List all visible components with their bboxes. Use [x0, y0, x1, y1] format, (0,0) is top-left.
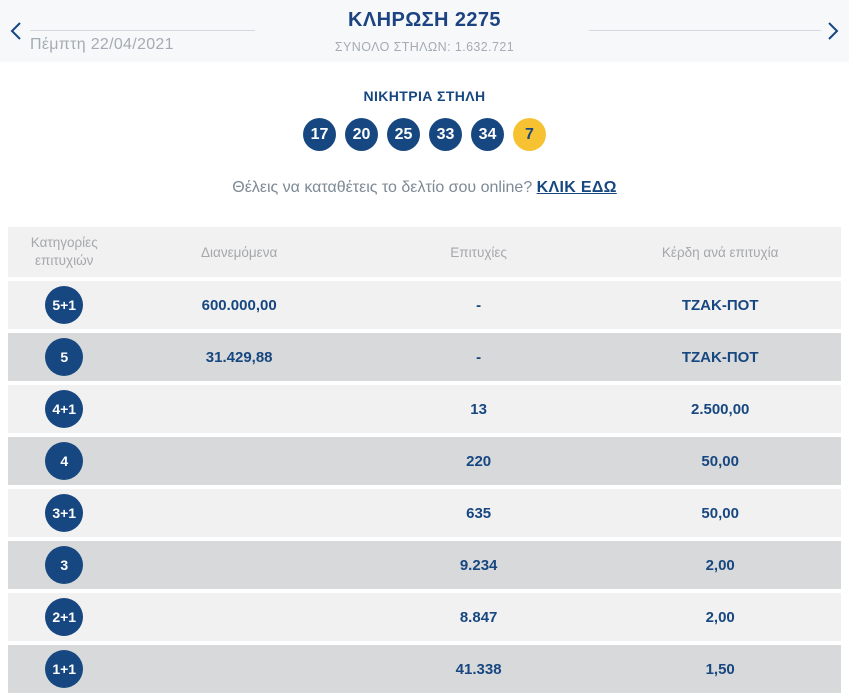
header-cell-prize: Κέρδη ανά επιτυχία	[661, 244, 779, 260]
winners-cell: -	[476, 348, 482, 366]
winners-cell: 220	[466, 452, 492, 470]
online-prompt: Θέλεις να καταθέτεις το δελτίο σου onlin…	[0, 179, 849, 197]
distributed-cell: 31.429,88	[205, 348, 273, 366]
category-badge: 2+1	[45, 598, 84, 636]
draw-total-columns: ΣΥΝΟΛΟ ΣΤΗΛΩΝ: 1.632.721	[334, 40, 515, 54]
category-badge: 5+1	[45, 286, 84, 324]
prize-cell: ΤΖΑΚ-ΠΟΤ	[681, 296, 759, 314]
header-cell-distributed: Διανεμόμενα	[201, 244, 278, 260]
winners-cell: 41.338	[455, 660, 502, 678]
distributed-cell: 600.000,00	[201, 296, 277, 314]
table-row: 5 31.429,88 - ΤΖΑΚ-ΠΟΤ	[8, 333, 841, 381]
table-row: 5+1 600.000,00 - ΤΖΑΚ-ΠΟΤ	[8, 281, 841, 329]
winning-column-heading: ΝΙΚΗΤΡΙΑ ΣΤΗΛΗ	[363, 88, 486, 104]
chevron-left-icon	[10, 21, 22, 44]
prize-cell: ΤΖΑΚ-ΠΟΤ	[681, 348, 759, 366]
number-ball: 17	[303, 118, 336, 151]
prize-cell: 50,00	[701, 504, 739, 522]
winners-cell: 8.847	[459, 608, 498, 626]
prize-cell: 50,00	[701, 452, 739, 470]
prize-cell: 2.500,00	[690, 400, 750, 418]
draw-title: ΚΛΗΡΩΣΗ 2275	[348, 9, 501, 31]
header-cell-winners: Επιτυχίες	[450, 244, 507, 260]
joker-ball: 7	[513, 118, 546, 151]
results-table-header: Κατηγορίες επιτυχιών Διανεμόμενα Επιτυχί…	[8, 227, 841, 277]
winning-numbers: 17 20 25 33 34 7	[0, 118, 849, 151]
winners-cell: 13	[470, 400, 487, 418]
table-row: 1+1 41.338 1,50	[8, 645, 841, 693]
number-ball: 33	[429, 118, 462, 151]
prize-cell: 1,50	[705, 660, 735, 678]
click-here-link[interactable]: ΚΛΙΚ ΕΔΩ	[536, 179, 617, 196]
header-divider-left	[30, 30, 255, 31]
table-row: 4+1 13 2.500,00	[8, 385, 841, 433]
draw-date: Πέμπτη 22/04/2021	[30, 36, 174, 53]
draw-header: Πέμπτη 22/04/2021 ΚΛΗΡΩΣΗ 2275 ΣΥΝΟΛΟ ΣΤ…	[0, 0, 849, 62]
number-ball: 20	[345, 118, 378, 151]
winners-cell: 9.234	[459, 556, 498, 574]
winning-column-section: ΝΙΚΗΤΡΙΑ ΣΤΗΛΗ 17 20 25 33 34 7 Θέλεις να κατ…	[0, 88, 849, 197]
winners-cell: 635	[466, 504, 492, 522]
table-row: 2+1 8.847 2,00	[8, 593, 841, 641]
category-badge: 3+1	[45, 494, 84, 532]
table-row: 3 9.234 2,00	[8, 541, 841, 589]
number-ball: 34	[471, 118, 504, 151]
category-badge: 3	[45, 546, 84, 584]
prize-cell: 2,00	[705, 556, 735, 574]
next-draw-button[interactable]	[823, 21, 843, 43]
category-badge: 1+1	[45, 650, 84, 688]
online-prompt-text: Θέλεις να καταθέτεις το δελτίο σου onlin…	[232, 179, 537, 196]
chevron-right-icon	[827, 21, 839, 44]
category-badge: 5	[45, 338, 84, 376]
table-row: 4 220 50,00	[8, 437, 841, 485]
previous-draw-button[interactable]	[6, 21, 26, 43]
winners-cell: -	[476, 296, 482, 314]
header-cell-categories: Κατηγορίες επιτυχιών	[30, 234, 98, 268]
prize-cell: 2,00	[705, 608, 735, 626]
header-divider-right	[589, 30, 821, 31]
results-table-body: 5+1 600.000,00 - ΤΖΑΚ-ΠΟΤ 5 31.429,88 - …	[8, 281, 841, 693]
results-table: Κατηγορίες επιτυχιών Διανεμόμενα Επιτυχί…	[8, 227, 841, 693]
table-row: 3+1 635 50,00	[8, 489, 841, 537]
category-badge: 4	[45, 442, 84, 480]
number-ball: 25	[387, 118, 420, 151]
category-badge: 4+1	[45, 390, 84, 428]
